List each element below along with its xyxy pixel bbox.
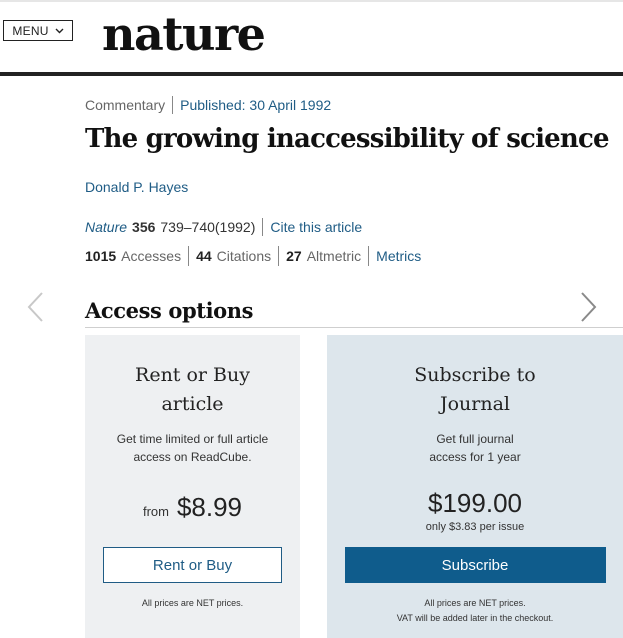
citations-count: 44 [196,248,212,264]
per-issue-price: only $3.83 per issue [425,521,525,533]
citation-line: Nature 356 739–740(1992) Cite this artic… [85,218,362,236]
rent-card-description: Get time limited or full article access … [116,432,269,464]
published-date: Published: 30 April 1992 [180,97,332,113]
subscribe-price: $199.00 [428,488,522,518]
subscribe-price-note: All prices are NET prices. VAT will be a… [397,596,554,626]
access-options-heading: Access options [85,298,254,323]
vat-note: VAT will be added later in the checkout. [396,613,554,623]
price-prefix: from [142,504,169,519]
metrics-divider [188,246,190,266]
citations-label: Citations [216,248,272,264]
header-divider [0,72,623,76]
access-divider [85,327,623,328]
rent-price-row: from $8.99 [143,492,242,523]
rent-price: $8.99 [176,492,243,522]
journal-name: Nature [85,219,128,235]
subscribe-card-title: Subscribe to Journal [414,364,536,415]
subscribe-card-description: Get full journal access for 1 year [429,432,521,464]
article-type: Commentary [85,97,166,113]
rent-price-note: All prices are NET prices. [141,598,244,608]
rent-buy-card: Rent or Buy article Get time limited or … [85,335,300,638]
chevron-left-icon[interactable] [24,290,46,324]
metrics-bar: 1015 Accesses 44 Citations 27 Altmetric … [85,246,421,266]
cite-article-link[interactable]: Cite this article [270,219,363,235]
meta-divider [172,96,174,114]
menu-button[interactable]: MENU [3,20,73,41]
accesses-count: 1015 [85,248,117,264]
article-title: The growing inaccessibility of science [85,124,610,154]
nature-logo[interactable]: nature [102,7,266,61]
site-header: MENU nature [0,2,623,72]
chevron-down-icon [55,28,64,33]
subscribe-card: Subscribe to Journal Get full journal ac… [327,335,623,638]
net-price-note: All prices are NET prices. [424,598,526,608]
chevron-right-icon[interactable] [578,290,600,324]
menu-label: MENU [12,23,49,38]
article-meta: Commentary Published: 30 April 1992 [85,96,331,114]
accesses-label: Accesses [121,248,182,264]
rent-card-title: Rent or Buy article [135,364,250,415]
rent-or-buy-button[interactable]: Rent or Buy [103,547,282,583]
journal-volume: 356 [132,219,156,235]
subscribe-button[interactable]: Subscribe [344,547,606,583]
metrics-divider [278,246,280,266]
journal-pages: 739–740(1992) [160,219,256,235]
top-border [0,0,623,2]
altmetric-count: 27 [286,248,302,264]
author-link[interactable]: Donald P. Hayes [85,179,189,195]
altmetric-label: Altmetric [306,248,362,264]
metrics-divider [368,246,370,266]
metrics-link[interactable]: Metrics [376,248,422,264]
citation-divider [262,218,264,236]
